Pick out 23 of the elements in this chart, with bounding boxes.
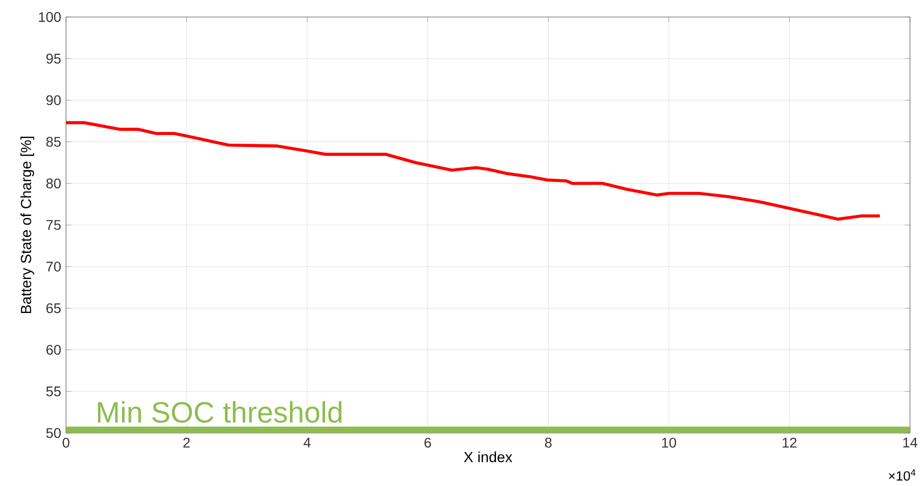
x-tick-label: 8 <box>545 438 552 448</box>
x-tick-label: 2 <box>183 438 190 448</box>
y-tick-label: 70 <box>46 262 61 272</box>
y-tick-label: 60 <box>46 344 61 355</box>
x-tick-label: 4 <box>304 438 311 448</box>
x-tick-label: 12 <box>782 438 797 448</box>
x-tick-label: 10 <box>662 438 676 448</box>
y-tick-label: 95 <box>46 54 61 64</box>
ref-line-label: Min SOC threshold <box>98 401 342 423</box>
y-tick-label: 90 <box>46 95 61 106</box>
x-tick-label: 6 <box>424 438 431 448</box>
x-tick-label: 0 <box>62 438 70 448</box>
text: ×10$^{4}$ <box>888 469 916 481</box>
y-tick-label: 80 <box>46 178 61 188</box>
y-tick-label: 85 <box>46 136 61 147</box>
y-tick-label: 65 <box>46 303 61 314</box>
x-tick-label: 14 <box>903 438 918 448</box>
y-tick-label: 55 <box>46 386 61 396</box>
y-tick-label: 75 <box>46 220 61 230</box>
x-axis-title: X index <box>464 451 512 462</box>
y-axis-title: Battery State of Charge [%] <box>20 136 34 314</box>
y-tick-label: 100 <box>39 12 61 22</box>
y-tick-label: 50 <box>46 428 61 438</box>
